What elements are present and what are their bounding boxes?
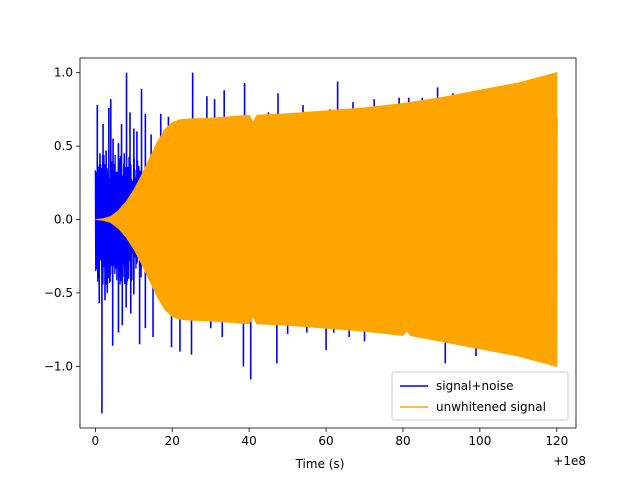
y-tick-label: −1.0 xyxy=(44,359,73,373)
legend: signal+noise unwhitened signal xyxy=(391,371,569,421)
y-tick-label: 1.0 xyxy=(54,66,73,80)
legend-label-unwhitened-signal: unwhitened signal xyxy=(436,400,546,414)
x-axis-label: Time (s) xyxy=(295,457,345,471)
x-tick-label: 120 xyxy=(545,434,568,448)
x-tick-label: 40 xyxy=(242,434,257,448)
axes-frame xyxy=(79,57,577,429)
y-axis: 1.0 0.5 0.0 −0.5 −1.0 xyxy=(44,66,80,373)
y-tick-label: 0.5 xyxy=(54,139,73,153)
legend-label-signal-noise: signal+noise xyxy=(436,379,513,393)
y-tick-label: 0.0 xyxy=(54,213,73,227)
x-axis: 0 20 40 60 80 100 120 xyxy=(92,428,568,448)
x-tick-label: 20 xyxy=(165,434,180,448)
y-tick-label: −0.5 xyxy=(44,286,73,300)
x-tick-label: 0 xyxy=(92,434,100,448)
x-tick-label: 100 xyxy=(468,434,491,448)
x-tick-label: 80 xyxy=(395,434,410,448)
legend-box xyxy=(391,371,569,421)
series-group xyxy=(94,72,558,414)
plot-area xyxy=(94,72,558,414)
series-unwhitened-signal-area xyxy=(95,72,558,367)
x-axis-offset-text: +1e8 xyxy=(553,454,586,468)
x-tick-label: 60 xyxy=(318,434,333,448)
